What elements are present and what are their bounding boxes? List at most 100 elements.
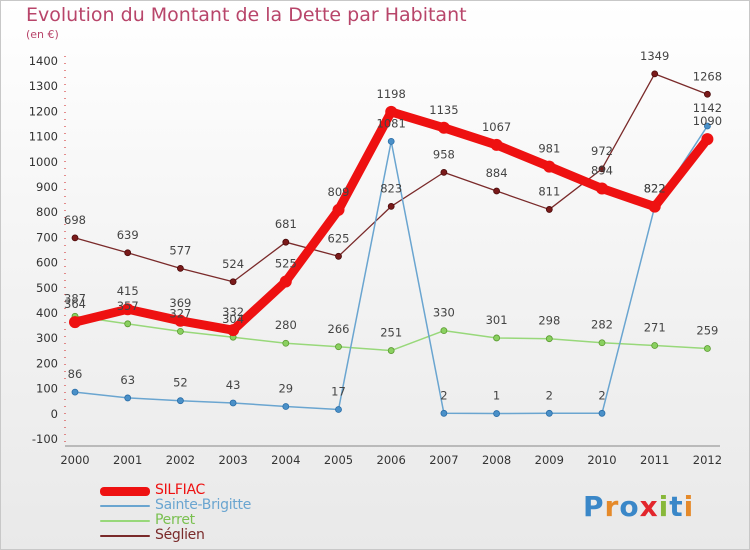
data-label: 625 — [328, 231, 350, 245]
y-tick-label: 400 — [36, 306, 58, 320]
data-label: 823 — [380, 181, 402, 195]
legend: SILFIAC Sainte-Brigitte Perret Séglien — [100, 482, 300, 543]
data-point — [387, 137, 395, 145]
data-label: 332 — [222, 305, 244, 319]
y-tick-label: 100 — [36, 382, 58, 396]
series-group — [69, 70, 714, 417]
data-label: 86 — [68, 367, 83, 381]
x-tick-label: 2007 — [429, 453, 458, 467]
data-label: 282 — [591, 318, 613, 332]
data-label: 280 — [275, 318, 297, 332]
data-label: 2 — [546, 388, 553, 402]
data-labels: 6986395775246816258239588848119721349126… — [64, 49, 722, 403]
chart-subtitle: (en €) — [26, 28, 59, 41]
data-label: 304 — [222, 312, 244, 326]
y-tick-label: 300 — [36, 331, 58, 345]
y-tick-label: -100 — [32, 432, 58, 446]
proxiti-logo: Proxiti — [583, 490, 694, 523]
legend-label: Séglien — [155, 527, 205, 543]
data-point — [545, 409, 553, 417]
data-point — [493, 187, 501, 195]
data-point — [176, 264, 184, 272]
y-tick-label: 800 — [36, 205, 58, 219]
data-point — [124, 394, 132, 402]
data-label: 894 — [591, 164, 613, 178]
data-point — [335, 343, 342, 351]
data-label: 251 — [380, 326, 402, 340]
x-tick-label: 2004 — [271, 453, 300, 467]
data-label: 330 — [433, 306, 455, 320]
legend-swatch — [100, 520, 150, 522]
data-point — [227, 324, 240, 337]
data-point — [124, 249, 132, 257]
logo-letter: t — [669, 490, 684, 523]
data-point — [440, 409, 448, 417]
data-label: 639 — [117, 228, 139, 242]
x-tick-label: 2005 — [324, 453, 353, 467]
y-tick-label: 1300 — [29, 79, 58, 93]
x-tick-label: 2006 — [377, 453, 406, 467]
legend-label: SILFIAC — [155, 482, 206, 498]
x-tick-label: 2009 — [535, 453, 564, 467]
data-label: 2 — [598, 388, 605, 402]
data-point — [229, 399, 237, 407]
data-label: 809 — [328, 185, 350, 199]
data-label: 52 — [173, 376, 188, 390]
y-tick-label: 900 — [36, 180, 58, 194]
y-tick-label: 500 — [36, 281, 58, 295]
data-label: 1349 — [640, 49, 669, 63]
data-point — [440, 168, 448, 176]
data-label: 524 — [222, 257, 244, 271]
legend-item: Perret — [100, 512, 300, 528]
data-label: 822 — [644, 182, 666, 196]
data-point — [335, 406, 342, 413]
logo-letter: x — [639, 490, 659, 523]
data-point — [701, 133, 714, 146]
data-label: 1067 — [482, 120, 511, 134]
data-point — [440, 327, 448, 335]
legend-swatch — [100, 505, 150, 507]
legend-label: Sainte-Brigitte — [155, 497, 252, 513]
logo-letter: P — [583, 490, 605, 523]
data-point — [493, 334, 501, 342]
data-point — [596, 182, 608, 195]
data-point — [176, 327, 184, 335]
data-label: 43 — [226, 378, 241, 392]
data-point — [385, 105, 398, 118]
logo-letter: i — [658, 490, 670, 523]
x-tick-labels: 2000 2001 2002 2003 2004 2005 2006 2007 2008 2009… — [60, 453, 722, 467]
data-label: 259 — [696, 324, 718, 338]
legend-label: Perret — [155, 512, 195, 528]
data-label: 1135 — [429, 103, 458, 117]
data-label: 525 — [275, 257, 297, 271]
legend-item: SILFIAC — [100, 482, 300, 498]
data-point — [651, 342, 659, 349]
legend-swatch — [100, 535, 150, 537]
data-point — [490, 138, 503, 151]
x-tick-label: 2003 — [218, 453, 247, 467]
y-tick-label: 1100 — [29, 130, 58, 144]
data-label: 387 — [64, 291, 86, 305]
data-point — [229, 278, 237, 286]
data-point — [648, 200, 661, 213]
data-point — [282, 403, 290, 410]
x-tick-label: 2008 — [482, 453, 511, 467]
data-label: 327 — [169, 306, 191, 320]
data-point — [651, 70, 659, 78]
data-label: 1198 — [377, 87, 406, 101]
data-point — [335, 252, 342, 260]
data-label: 17 — [331, 385, 346, 399]
data-label: 271 — [644, 321, 666, 335]
legend-item: Sainte-Brigitte — [100, 497, 300, 513]
data-label: 364 — [64, 297, 86, 311]
data-point — [176, 397, 184, 405]
y-tick-label: 700 — [36, 230, 58, 244]
data-label: 884 — [486, 166, 508, 180]
data-label: 298 — [538, 314, 560, 328]
data-label: 958 — [433, 147, 455, 161]
x-tick-label: 2000 — [60, 453, 89, 467]
data-point — [598, 409, 606, 417]
data-label: 1268 — [693, 69, 722, 83]
